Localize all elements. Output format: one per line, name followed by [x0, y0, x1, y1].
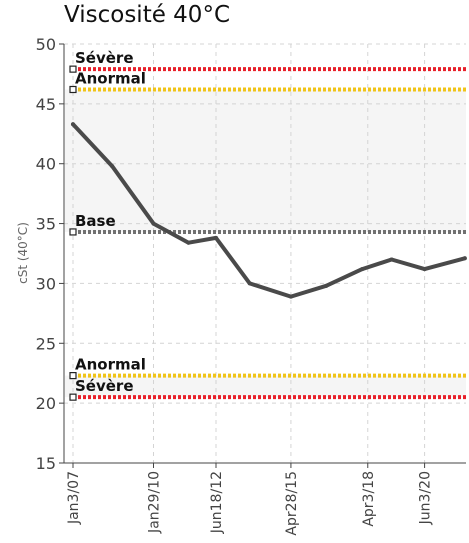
- y-tick-label: 35: [36, 215, 56, 234]
- x-tick-label: Jan29/10: [147, 471, 163, 534]
- data-point: [360, 267, 365, 272]
- band-0: [65, 375, 466, 398]
- axes-layer: [63, 44, 466, 464]
- data-point: [110, 164, 115, 169]
- y-tick-label: 20: [36, 394, 56, 413]
- y-tick-label: 15: [36, 454, 56, 473]
- data-point: [186, 240, 191, 245]
- y-tick-label: 25: [36, 334, 56, 353]
- reference-line-label: Anormal: [75, 69, 146, 87]
- band-1: [65, 89, 466, 232]
- data-point: [71, 122, 75, 127]
- x-tick-label: Jun18/12: [209, 471, 225, 534]
- series-line-0: [71, 122, 467, 299]
- grid-layer: [64, 43, 466, 463]
- reference-line-label: Anormal: [75, 356, 146, 374]
- data-point: [288, 294, 293, 299]
- y-tick-label: 50: [36, 35, 56, 54]
- reference-line-label: Sévère: [75, 377, 134, 395]
- x-tick-label: Jan3/07: [66, 471, 82, 525]
- x-tick-layer: Jan3/07 Jan29/10 Jun18/12 Apr28/15 Apr3/18 Ju…: [66, 463, 434, 536]
- y-tick-label: 40: [36, 155, 56, 174]
- reference-marker: [69, 65, 77, 73]
- y-axis-label: cSt (40°C): [16, 222, 30, 284]
- x-tick-label: Apr28/15: [284, 471, 300, 536]
- data-point: [151, 221, 156, 226]
- data-point: [324, 283, 329, 288]
- x-tick-label: Jun3/20: [418, 471, 434, 525]
- data-point: [422, 267, 427, 272]
- series-layer: [71, 122, 467, 299]
- reference-line-label: Base: [75, 212, 116, 230]
- data-point: [389, 257, 394, 262]
- data-point: [247, 281, 252, 286]
- chart-title: Viscosité 40°C: [64, 2, 230, 28]
- y-tick-label: 45: [36, 95, 56, 114]
- reference-marker: [69, 393, 77, 401]
- reference-marker: [69, 372, 77, 380]
- reference-line-layer: Sévère Anormal Base Anormal Sévère: [69, 49, 466, 401]
- y-tick-layer: 15 20 25 30 35 40 45 50: [36, 35, 64, 473]
- band-layer: [65, 89, 466, 398]
- x-tick-label: Apr3/18: [361, 471, 377, 527]
- data-point: [462, 256, 467, 261]
- reference-line-label: Sévère: [75, 49, 134, 67]
- reference-marker: [69, 228, 77, 236]
- y-tick-label: 30: [36, 274, 56, 293]
- data-point: [214, 235, 219, 240]
- reference-marker: [69, 85, 77, 94]
